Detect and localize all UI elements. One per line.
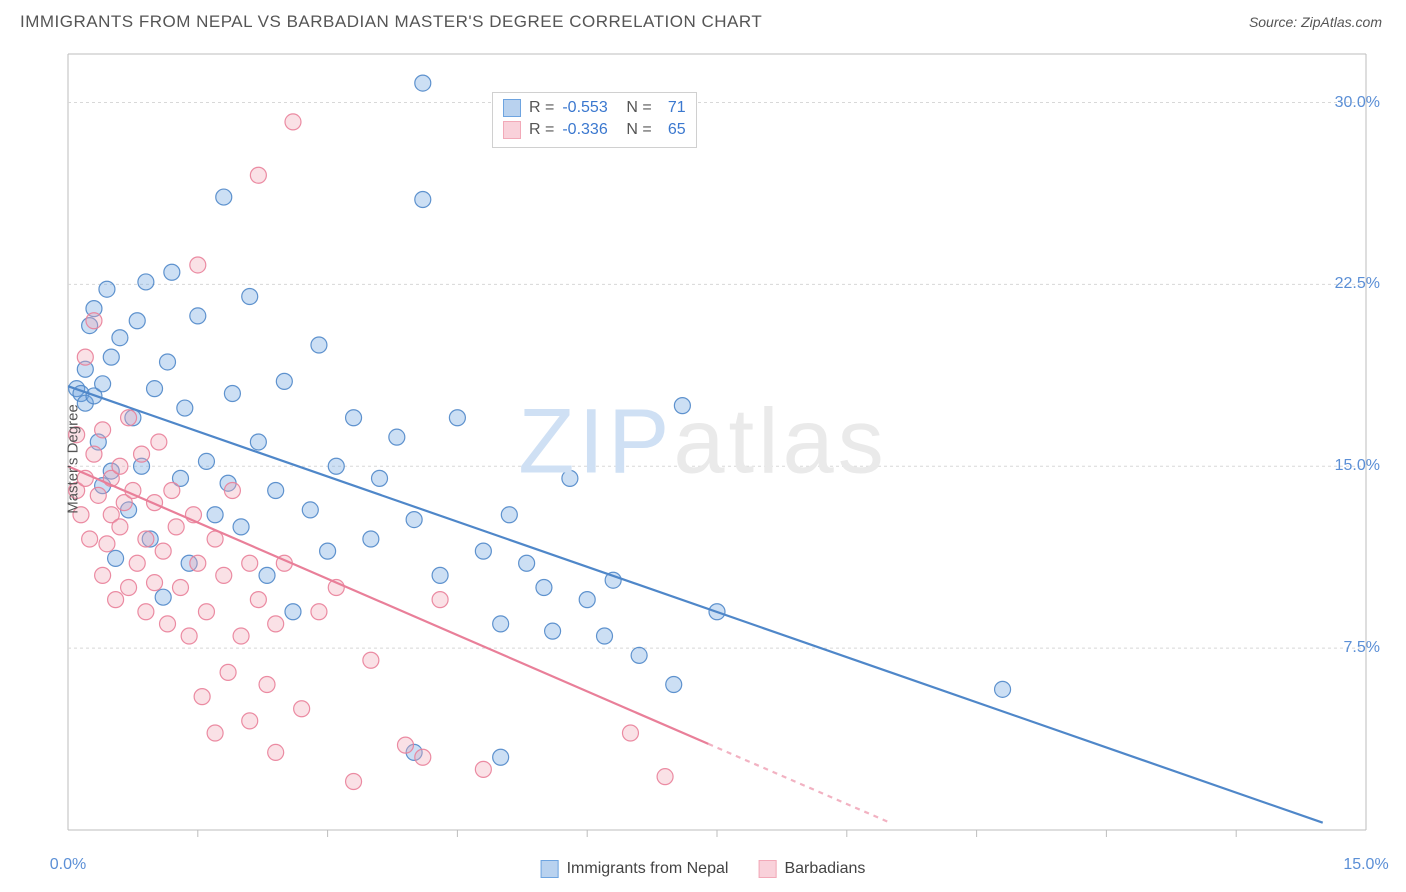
chart-container: ZIPatlas Master's Degree 7.5%15.0%22.5%3… xyxy=(20,40,1386,878)
chart-title: IMMIGRANTS FROM NEPAL VS BARBADIAN MASTE… xyxy=(20,12,762,32)
y-tick-label: 30.0% xyxy=(1335,94,1380,112)
legend: Immigrants from Nepal Barbadians xyxy=(541,860,866,878)
y-tick-label: 22.5% xyxy=(1335,275,1380,293)
legend-swatch-1 xyxy=(541,860,559,878)
swatch-series1 xyxy=(503,99,521,117)
source-label: Source: ZipAtlas.com xyxy=(1249,14,1382,30)
legend-swatch-2 xyxy=(758,860,776,878)
x-tick-label: 15.0% xyxy=(1343,856,1388,874)
stats-row-series1: R = -0.553 N = 71 xyxy=(503,97,686,119)
stats-row-series2: R = -0.336 N = 65 xyxy=(503,119,686,141)
scatter-chart xyxy=(20,40,1386,878)
y-tick-label: 7.5% xyxy=(1344,639,1380,657)
y-axis-label: Master's Degree xyxy=(64,404,81,514)
stats-box: R = -0.553 N = 71 R = -0.336 N = 65 xyxy=(492,92,697,148)
legend-item-1: Immigrants from Nepal xyxy=(541,860,729,878)
legend-item-2: Barbadians xyxy=(758,860,865,878)
swatch-series2 xyxy=(503,121,521,139)
y-tick-label: 15.0% xyxy=(1335,457,1380,475)
x-tick-label: 0.0% xyxy=(50,856,86,874)
